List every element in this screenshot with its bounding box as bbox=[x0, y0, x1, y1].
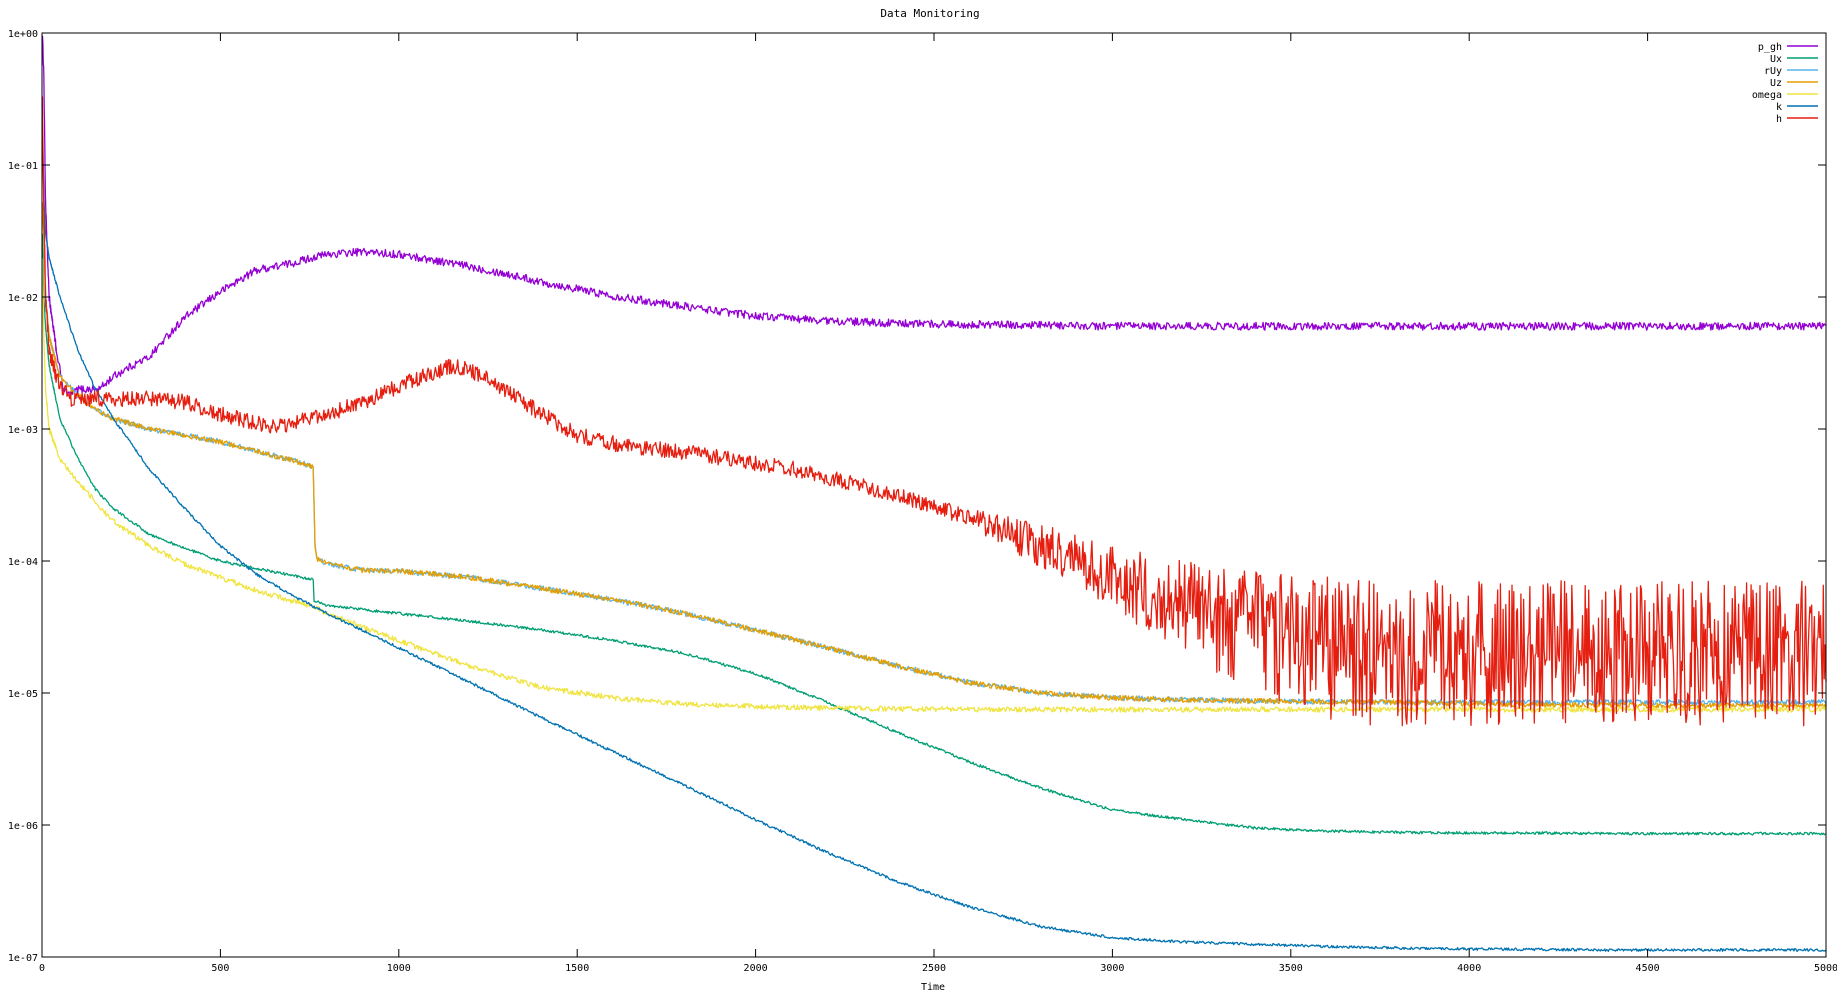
series-line-ux bbox=[41, 233, 1827, 836]
y-tick-label: 1e-02 bbox=[8, 293, 38, 304]
x-tick-label: 1500 bbox=[565, 963, 589, 974]
legend-label-uz: Uz bbox=[1770, 78, 1782, 89]
y-tick-label: 1e-03 bbox=[8, 425, 38, 436]
x-tick-label: 0 bbox=[39, 963, 45, 974]
x-tick-label: 2500 bbox=[922, 963, 946, 974]
y-tick-label: 1e-04 bbox=[8, 557, 38, 568]
y-tick-label: 1e-01 bbox=[8, 161, 38, 172]
series-line-k bbox=[41, 125, 1827, 952]
legend-label-p-gh: p_gh bbox=[1758, 42, 1782, 53]
x-tick-label: 1000 bbox=[387, 963, 411, 974]
series-line-p-gh bbox=[41, 35, 1827, 399]
x-tick-label: 2000 bbox=[744, 963, 768, 974]
x-tick-label: 500 bbox=[211, 963, 229, 974]
legend-label-ruy: rUy bbox=[1764, 66, 1782, 77]
legend-label-omega: omega bbox=[1752, 90, 1782, 101]
chart-title: Data Monitoring bbox=[880, 7, 979, 20]
series-line-h bbox=[41, 96, 1827, 727]
legend-label-ux: Ux bbox=[1770, 54, 1782, 65]
x-axis-label: Time bbox=[921, 982, 945, 992]
x-tick-label: 5000 bbox=[1814, 963, 1837, 974]
y-tick-label: 1e-05 bbox=[8, 689, 38, 700]
legend-label-k: k bbox=[1776, 102, 1782, 113]
x-tick-label: 3000 bbox=[1100, 963, 1124, 974]
x-tick-label: 3500 bbox=[1279, 963, 1303, 974]
series-layer bbox=[41, 35, 1827, 952]
y-tick-label: 1e-07 bbox=[8, 953, 38, 964]
y-tick-label: 1e+00 bbox=[8, 29, 38, 40]
x-tick-label: 4000 bbox=[1457, 963, 1481, 974]
tick-layer: 0 500 1000 1500 2000 2500 3000 3500 4000 4500 5000… bbox=[8, 29, 1837, 974]
y-tick-label: 1e-06 bbox=[8, 821, 38, 832]
x-tick-label: 4500 bbox=[1636, 963, 1660, 974]
legend-label-h: h bbox=[1776, 114, 1782, 125]
